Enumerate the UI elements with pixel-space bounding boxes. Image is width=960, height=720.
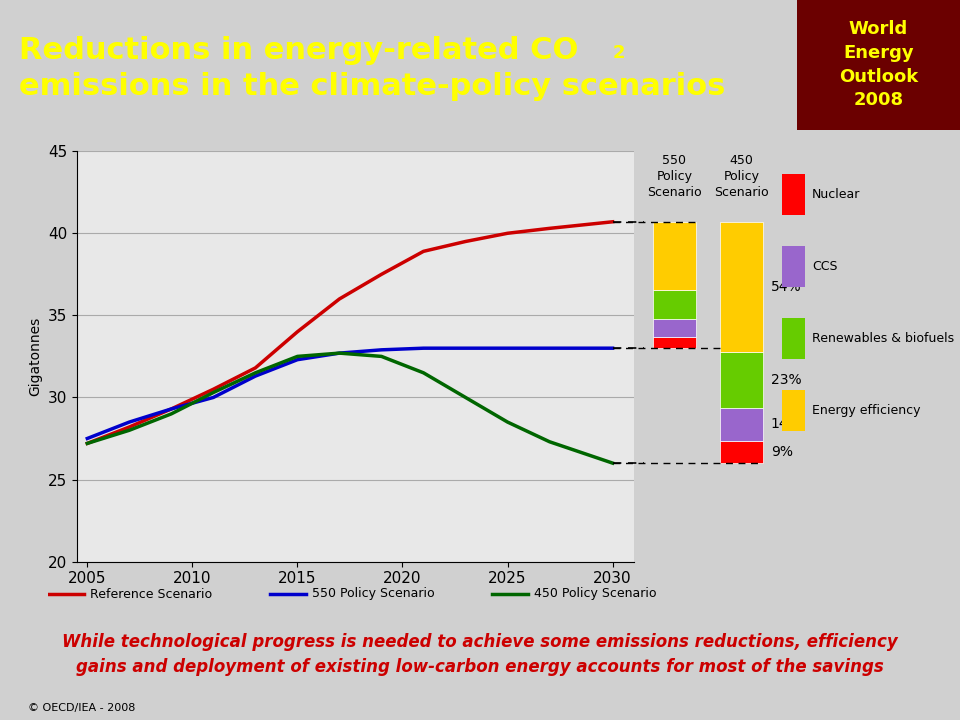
Text: Reductions in energy-related CO: Reductions in energy-related CO xyxy=(19,36,579,66)
Text: 550
Policy
Scenario: 550 Policy Scenario xyxy=(647,155,702,199)
Text: 450 Policy Scenario: 450 Policy Scenario xyxy=(535,588,657,600)
Text: CCS: CCS xyxy=(812,260,837,273)
Text: 14%: 14% xyxy=(771,418,802,431)
Text: 2: 2 xyxy=(612,44,625,62)
Text: 23%: 23% xyxy=(771,373,802,387)
Bar xyxy=(653,337,695,348)
Bar xyxy=(782,390,804,431)
Bar xyxy=(653,319,695,337)
Text: Reference Scenario: Reference Scenario xyxy=(90,588,212,600)
Text: While technological progress is needed to achieve some emissions reductions, eff: While technological progress is needed t… xyxy=(62,634,898,676)
Text: World
Energy
Outlook
2008: World Energy Outlook 2008 xyxy=(839,20,918,109)
Text: 54%: 54% xyxy=(771,280,802,294)
Bar xyxy=(782,174,804,215)
Text: 450
Policy
Scenario: 450 Policy Scenario xyxy=(714,155,769,199)
Bar xyxy=(653,222,695,290)
Text: Renewables & biofuels: Renewables & biofuels xyxy=(812,332,954,345)
Bar xyxy=(720,441,762,463)
Text: 9%: 9% xyxy=(771,445,793,459)
Text: Energy efficiency: Energy efficiency xyxy=(812,404,921,417)
Bar xyxy=(720,352,762,408)
Text: Nuclear: Nuclear xyxy=(812,188,860,201)
Bar xyxy=(720,222,762,352)
Bar xyxy=(782,246,804,287)
Bar xyxy=(720,408,762,441)
Text: 550 Policy Scenario: 550 Policy Scenario xyxy=(312,588,435,600)
Text: emissions in the climate-policy scenarios: emissions in the climate-policy scenario… xyxy=(19,72,726,101)
Text: © OECD/IEA - 2008: © OECD/IEA - 2008 xyxy=(29,703,135,713)
Y-axis label: Gigatonnes: Gigatonnes xyxy=(28,317,42,396)
Bar xyxy=(653,290,695,319)
Bar xyxy=(782,318,804,359)
Bar xyxy=(797,0,960,130)
